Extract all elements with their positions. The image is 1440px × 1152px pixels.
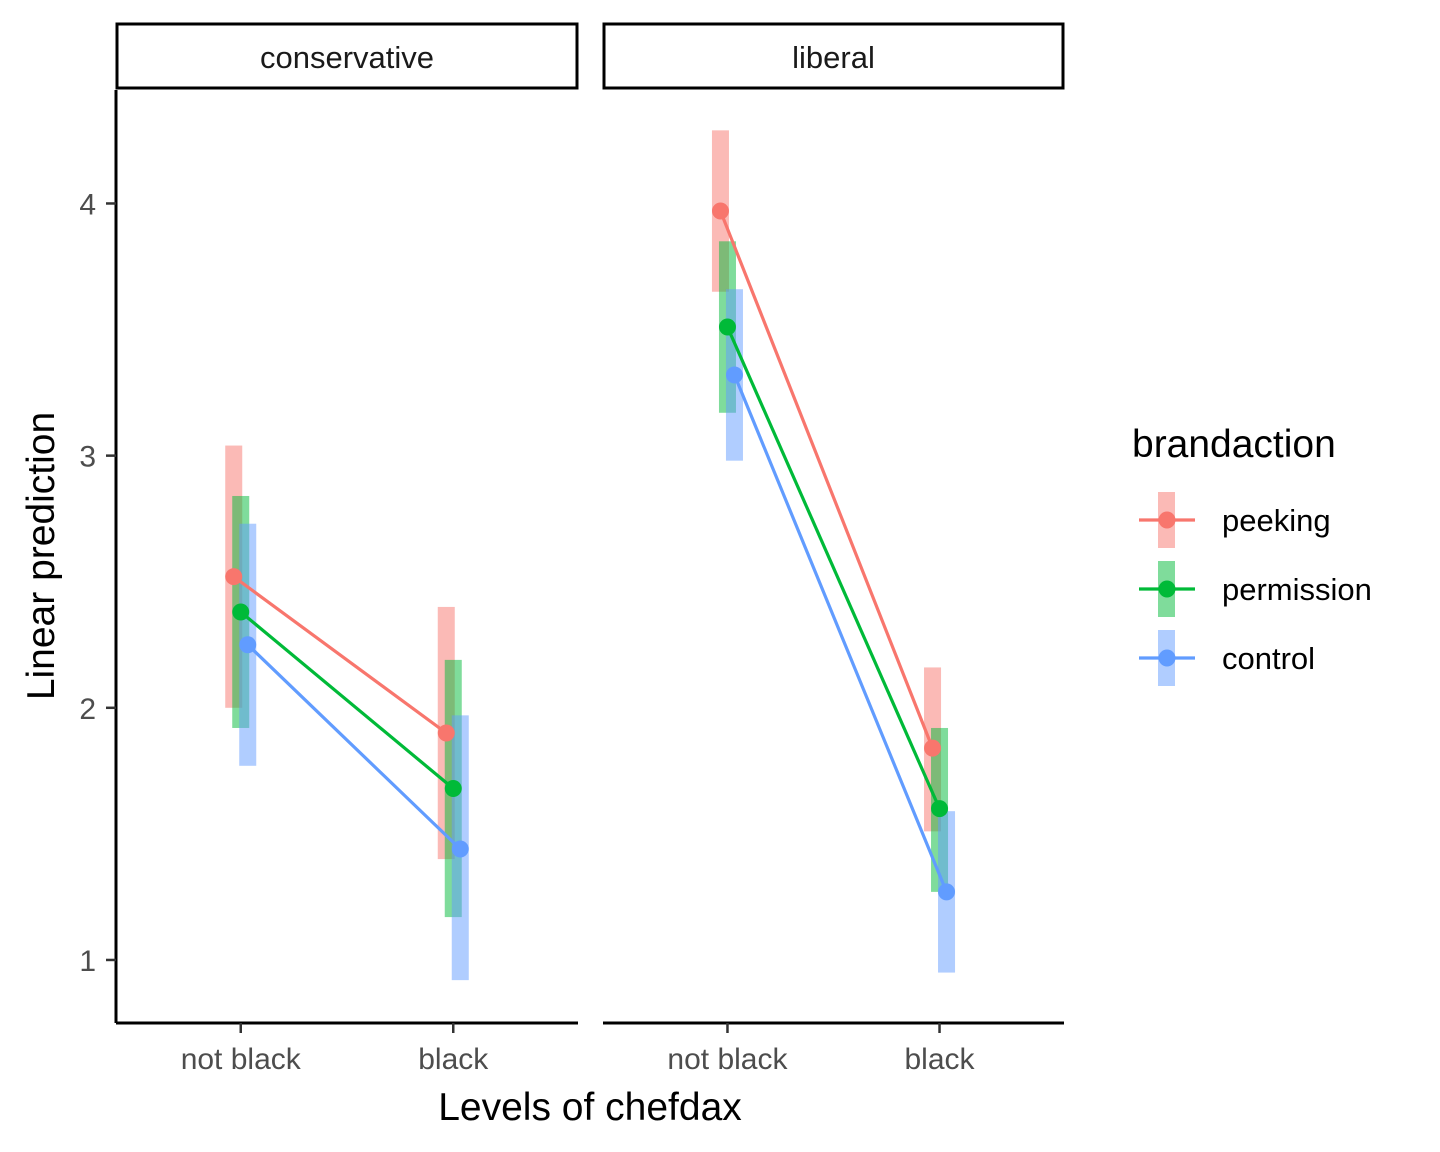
legend: brandaction peeking permission control xyxy=(1132,423,1372,686)
legend-point-swatch xyxy=(1158,580,1176,598)
y-tick-label: 1 xyxy=(79,945,96,978)
panel-liberal: liberal not black black xyxy=(602,22,1065,1076)
y-tick-label: 2 xyxy=(79,693,96,726)
strip-box xyxy=(115,22,579,90)
point-permission xyxy=(444,779,462,797)
legend-item-peeking: peeking xyxy=(1139,492,1331,548)
point-permission xyxy=(931,800,949,818)
ci-bars xyxy=(225,445,469,981)
series-line-control xyxy=(732,374,949,893)
x-tick-label: black xyxy=(905,1043,976,1076)
series-line-permission xyxy=(239,610,455,790)
legend-item-permission: permission xyxy=(1139,561,1372,617)
series-line-peeking xyxy=(718,210,935,749)
strip-label: liberal xyxy=(792,40,875,75)
x-axis-title: Levels of chefdax xyxy=(438,1086,742,1129)
legend-item-control: control xyxy=(1139,630,1315,686)
series-line-permission xyxy=(726,326,941,810)
point-peeking xyxy=(711,202,729,220)
point-permission xyxy=(232,603,250,621)
legend-point-swatch xyxy=(1158,649,1176,667)
x-tick-label: not black xyxy=(181,1043,302,1076)
legend-label: control xyxy=(1222,641,1315,676)
legend-label: peeking xyxy=(1222,503,1331,538)
series-line-peeking xyxy=(232,575,448,735)
legend-label: permission xyxy=(1222,572,1372,607)
point-peeking xyxy=(437,724,455,742)
point-permission xyxy=(718,318,736,336)
point-control xyxy=(725,366,743,384)
y-tick-label: 4 xyxy=(79,188,96,221)
x-tick-label: black xyxy=(418,1043,489,1076)
y-axis-title: Linear prediction xyxy=(20,412,63,700)
legend-title: brandaction xyxy=(1132,423,1336,466)
panel-conservative: conservative not black black xyxy=(115,22,579,1076)
series-line-control xyxy=(246,643,462,851)
point-control xyxy=(938,883,956,901)
y-tick-label: 3 xyxy=(79,441,96,474)
point-control xyxy=(239,636,257,654)
legend-point-swatch xyxy=(1158,511,1176,529)
x-tick-label: not black xyxy=(667,1043,788,1076)
point-peeking xyxy=(924,739,942,757)
y-axis: 1 2 3 4 xyxy=(79,90,118,1023)
strip-label: conservative xyxy=(260,40,434,75)
point-control xyxy=(451,840,469,858)
strip-box xyxy=(602,22,1065,90)
point-peeking xyxy=(225,568,243,586)
ci-bars xyxy=(711,130,956,973)
panels: conservative not black black liberal not bla… xyxy=(115,22,1065,1076)
